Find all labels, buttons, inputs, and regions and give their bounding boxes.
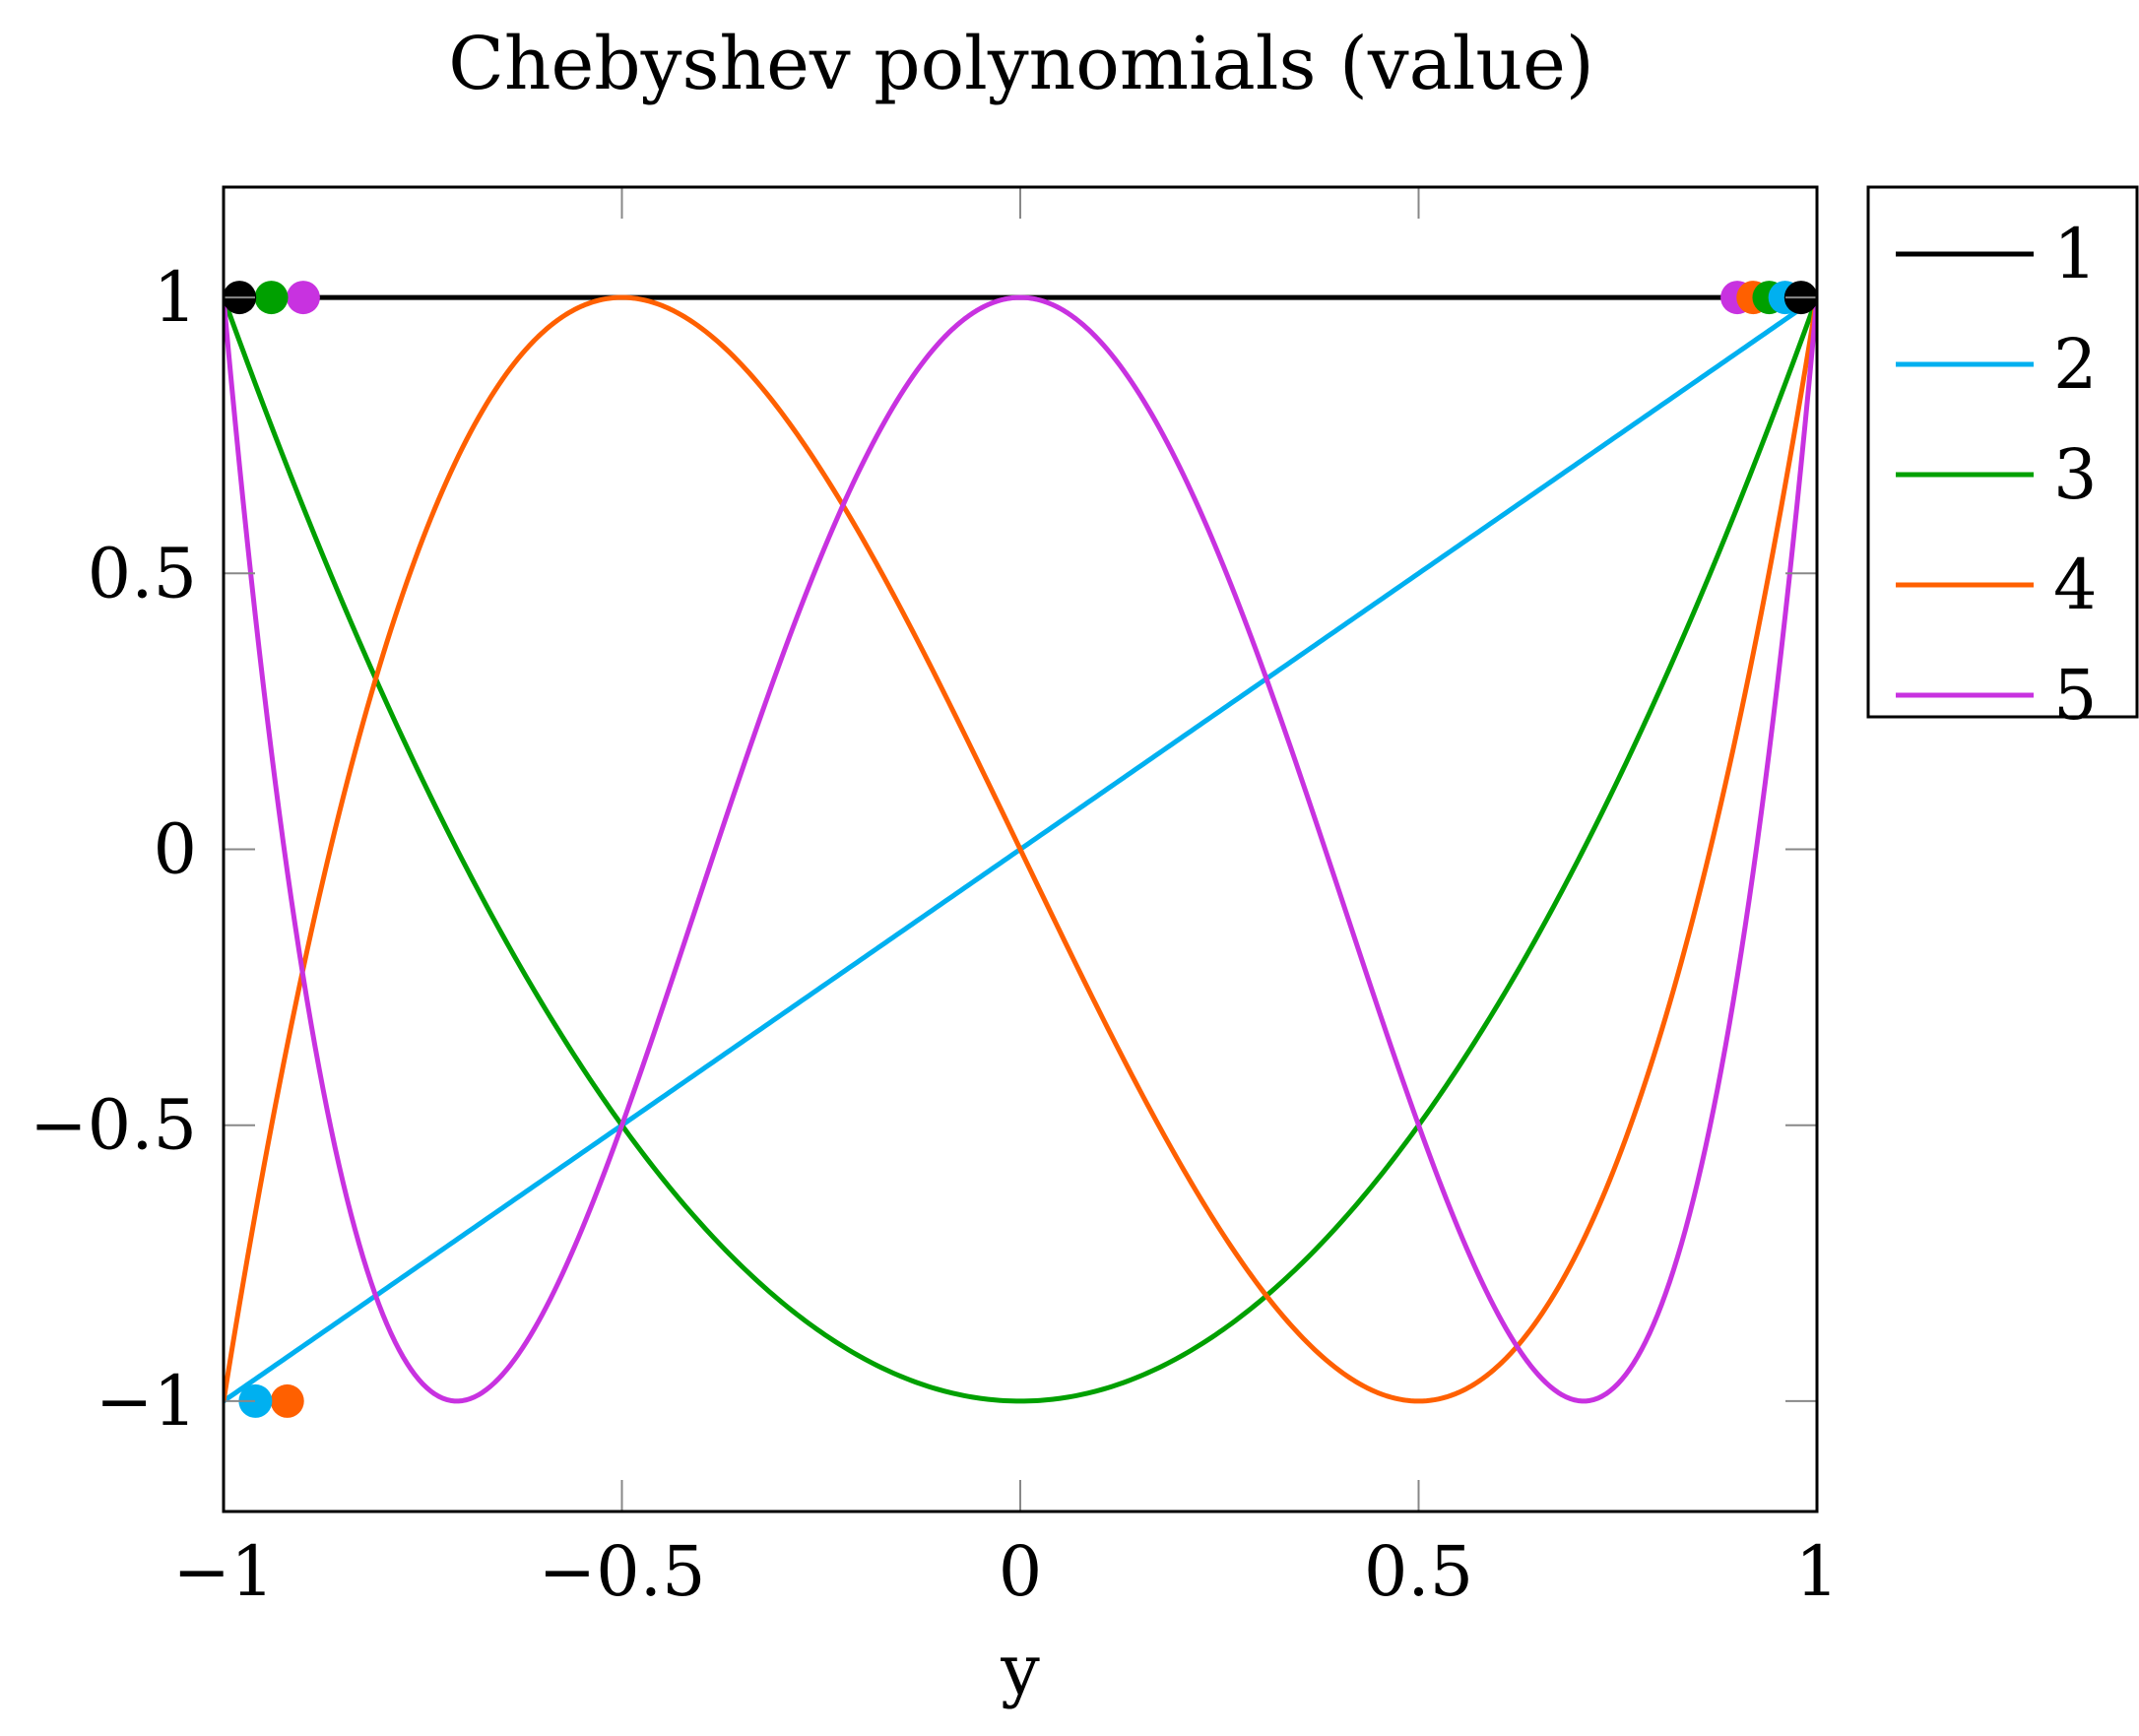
series-marker-4 — [270, 1383, 304, 1418]
y-tick-label: 0 — [153, 809, 197, 890]
legend-frame — [1866, 185, 2139, 719]
x-tick-labels: −1 −0.5 0 0.5 1 — [172, 1531, 1839, 1612]
plot-area — [222, 185, 1819, 1513]
series-marker-5 — [286, 281, 320, 315]
plot-frame — [222, 185, 1819, 1513]
series-marker-2 — [238, 1383, 273, 1418]
legend-label-5: 5 — [2053, 655, 2098, 736]
legend-entries: 1 2 3 4 5 — [1896, 214, 2098, 736]
y-tick-label: 1 — [153, 257, 197, 338]
series-line-5 — [224, 294, 1817, 1404]
legend-label-2: 2 — [2053, 324, 2098, 405]
series-markers — [223, 281, 1818, 1418]
y-tick-label: −1 — [96, 1361, 197, 1442]
y-tick-labels: −1 −0.5 0 0.5 1 — [30, 257, 197, 1442]
legend-label-4: 4 — [2053, 545, 2098, 625]
legend-label-3: 3 — [2053, 434, 2098, 515]
x-tick-label: 0 — [999, 1531, 1043, 1612]
series-line-3 — [224, 296, 1817, 1404]
legend: 1 2 3 4 5 — [1866, 185, 2139, 736]
x-tick-label: −0.5 — [539, 1531, 706, 1612]
series-marker-3 — [254, 281, 289, 315]
series-line-4 — [224, 294, 1817, 1404]
x-axis-label: y — [1000, 1630, 1040, 1710]
chart-title: Chebyshev polynomials (value) — [448, 22, 1594, 106]
y-tick-label: −0.5 — [30, 1085, 197, 1166]
x-tick-label: 1 — [1795, 1531, 1840, 1612]
x-tick-label: −1 — [172, 1531, 274, 1612]
y-tick-label: 0.5 — [88, 533, 197, 613]
legend-label-1: 1 — [2053, 214, 2098, 294]
series-lines — [224, 294, 1817, 1404]
x-tick-label: 0.5 — [1364, 1531, 1473, 1612]
